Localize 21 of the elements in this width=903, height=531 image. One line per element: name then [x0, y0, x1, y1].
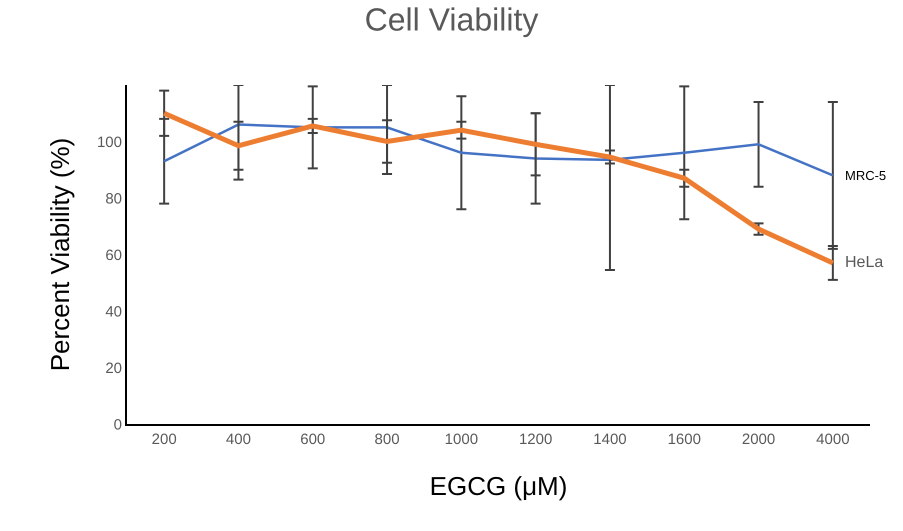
- chart-title: Cell Viability: [364, 1, 538, 38]
- y-tick-label: 60: [105, 246, 122, 264]
- y-tick-label: 100: [96, 134, 122, 151]
- y-tick-label: 80: [105, 190, 122, 208]
- x-tick-label: 400: [226, 431, 251, 448]
- x-tick-label: 1200: [518, 431, 552, 448]
- x-tick-label: 4000: [816, 431, 850, 448]
- series-label: HeLa: [845, 254, 884, 271]
- x-axis-title: EGCG (μM): [430, 471, 568, 502]
- x-tick-label: 2000: [742, 431, 776, 448]
- series-label: MRC-5: [845, 168, 886, 183]
- y-tick-label: 40: [105, 303, 122, 320]
- x-tick-label: 600: [300, 431, 326, 448]
- x-tick-label: 200: [152, 431, 177, 448]
- x-tick-label: 1000: [444, 431, 478, 448]
- x-tick-label: 1600: [668, 431, 701, 448]
- y-tick-label: 0: [114, 416, 122, 434]
- x-tick-label: 1400: [593, 431, 627, 448]
- x-tick-label: 800: [374, 431, 400, 448]
- y-axis-title: Percent Viability (%): [44, 138, 75, 372]
- y-tick-label: 20: [105, 360, 122, 377]
